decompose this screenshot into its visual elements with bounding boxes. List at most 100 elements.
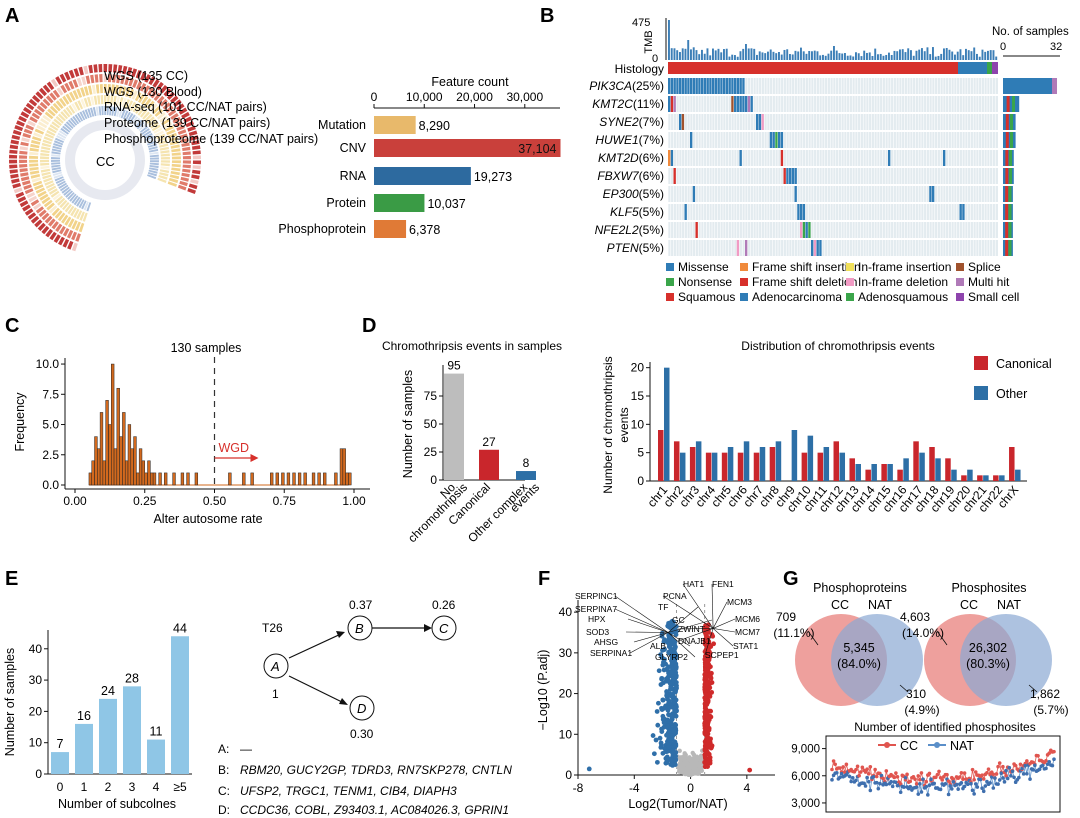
tmb-bar [896,51,899,60]
tmb-bar [687,40,690,60]
e-bar [75,723,93,774]
tmb-bar [736,56,739,60]
ring-segment [20,111,30,119]
volcano-gene-label-up: FEN1 [712,579,734,589]
ring-segment [46,130,56,137]
line-point-nat [908,784,913,789]
volcano-point-ns [698,753,704,758]
legend-swatch [666,263,674,271]
legend-label: Nonsense [678,275,732,289]
tmb-bar [846,55,849,60]
volcano-gene-label-down: SOD3 [586,627,609,637]
ring-segment [181,142,190,147]
legend-label: Adenocarcinoma [752,290,842,304]
volcano-point-down [667,700,673,706]
tmb-bar [698,54,701,60]
e-y-tick-label: 40 [29,642,43,656]
tmb-bar [681,48,684,60]
ring-segment [150,160,159,163]
mutation-cell [670,78,674,94]
wgd-arrow-icon [250,454,259,462]
ring-segment [23,184,32,190]
phosphosite-line-chart: Number of identified phosphosites 9,000 6,… [791,720,1061,813]
d-right-bar [1015,469,1021,481]
volcano-point-down [671,638,677,644]
ring-segment [58,182,67,189]
volcano-gene-label-down: ALB [650,641,666,651]
ring-segment [150,90,158,99]
ring-segment [151,124,161,132]
mutation-cell [670,150,674,166]
volcano-leader-line [627,618,669,633]
tmb-bar [692,47,695,60]
wgd-label: WGD [219,441,250,455]
d-right-bar [673,441,680,481]
mutation-cell [747,96,751,112]
ring-label-2: RNA-seq (101 CC/NAT pairs) [104,100,267,114]
tmb-bar [764,53,767,60]
line-chart-frame [825,735,1061,813]
histogram-y-tick-label: 7.5 [42,387,59,401]
ring-segment [18,115,27,123]
ring-segment [55,115,64,124]
ring-segment [148,118,157,127]
ring-segment [158,175,168,180]
ring-segment [10,139,19,145]
ring-segment [52,171,62,176]
ring-segment [166,129,176,136]
ring-segment [57,180,66,187]
tmb-bar [965,48,967,60]
gene-line-c: UFSP2, TRGC1, TENM1, CIB4, DIAPH3 [240,784,457,798]
ring-segment [177,184,187,191]
volcano-point-up [707,693,713,699]
d-right-bar [839,452,846,481]
volcano-point-up [702,672,708,677]
line-point-nat [997,778,1002,782]
ring-segment [54,210,63,219]
histogram-title: 130 samples [171,341,242,355]
volcano-gene-label-up: MCM7 [735,627,760,637]
legend-swatch [740,293,748,301]
ring-segment [53,174,63,179]
d-right-y-tick-label: 5 [637,446,644,460]
tmb-bar [797,51,800,60]
d-right-bar [759,447,766,481]
volcano-point-down [666,650,672,655]
tree-edge-a-d [288,675,347,705]
ring-segment [41,225,50,235]
venn-right-pct-0: (4.9%) [904,703,939,717]
ring-segment [23,106,32,115]
ring-segment [19,200,29,208]
tmb-bar [783,49,786,60]
ring-segment [136,121,145,130]
ring-segment [131,90,138,100]
e-bar [147,739,165,774]
venn-cc-label-0: CC [831,598,849,612]
volcano-gene-label-up: PCNA [663,591,687,601]
ring-segment [63,123,72,131]
histogram-bar [339,448,344,486]
line-point-cc [894,771,898,775]
ring-segment [69,193,77,202]
ring-segment [112,74,117,83]
histology-squamous [668,62,958,74]
ring-segment [37,222,46,231]
ring-segment [182,164,191,169]
ring-segment [9,144,19,150]
f-y-tick-label: 20 [559,687,573,701]
ring-segment [170,95,179,104]
ring-segment [163,88,172,97]
ring-segment [33,132,43,138]
ring-segment [149,148,159,153]
tmb-bar [753,48,756,60]
d-left-y-tick-label: 50 [424,417,438,431]
mutation-cell [745,96,748,112]
d-right-bar [737,452,744,481]
legend-swatch [956,278,964,286]
tmb-bar [742,48,745,60]
ring-segment [29,159,38,163]
tmb-bar [679,52,681,60]
ring-segment [159,143,169,148]
d-left-y-label: Number of samples [401,370,415,478]
